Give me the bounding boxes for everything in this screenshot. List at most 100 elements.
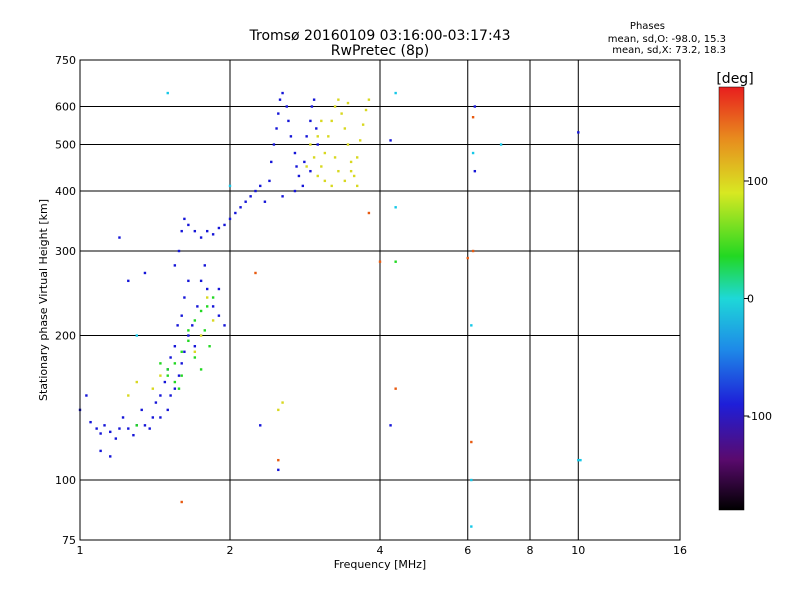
data-point [234, 211, 237, 215]
data-point [394, 91, 397, 95]
colorbar-tick-label: 100 [747, 175, 768, 188]
data-point [127, 394, 130, 397]
data-point [281, 195, 284, 198]
data-point [187, 329, 190, 332]
data-point [249, 195, 252, 198]
data-point [330, 184, 333, 188]
y-tick-labels: 75 100 200 300 400 500 600 750 [55, 54, 76, 547]
data-point [143, 424, 147, 427]
data-point [193, 319, 197, 322]
data-point [169, 394, 172, 397]
data-point [211, 319, 215, 322]
data-point [177, 387, 181, 390]
data-point [173, 345, 177, 348]
data-point [316, 174, 319, 178]
data-point [577, 458, 580, 462]
y-tick-label: 500 [55, 139, 76, 152]
data-point [205, 287, 209, 291]
x-axis-label: Frequency [MHz] [334, 558, 426, 571]
data-point [394, 387, 397, 390]
data-point [364, 108, 368, 112]
data-point [135, 380, 138, 384]
data-point [263, 200, 267, 203]
data-point [159, 374, 162, 377]
stats-x-line: mean, sd,X: 73.2, 18.3 [612, 45, 726, 56]
data-point [183, 296, 186, 299]
data-point [180, 362, 183, 365]
data-point [166, 91, 169, 95]
data-point [337, 98, 340, 101]
data-point [205, 305, 209, 308]
data-point [343, 179, 347, 183]
data-point [355, 184, 359, 188]
data-point [471, 151, 475, 155]
data-point [499, 143, 503, 146]
data-point [378, 260, 382, 263]
data-point [309, 143, 312, 146]
data-point [281, 91, 284, 95]
data-point [355, 156, 359, 159]
data-point [187, 223, 190, 227]
y-tick-label: 200 [55, 330, 76, 343]
data-point [316, 135, 319, 138]
data-point [205, 229, 209, 233]
y-axis-label: Stationary phase Virtual Height [km] [37, 199, 50, 401]
data-point [211, 296, 215, 299]
data-point [244, 200, 247, 203]
x-tick-label: 1 [77, 544, 84, 557]
data-point [148, 427, 151, 430]
data-point [135, 424, 138, 427]
data-point [199, 236, 203, 239]
data-point [367, 211, 371, 215]
data-point [259, 424, 262, 427]
colorbar-tick-label: -100 [747, 410, 772, 423]
colorbar-tick-label: 0 [747, 293, 754, 306]
data-point [159, 416, 162, 419]
data-point [277, 408, 280, 412]
data-point [268, 179, 271, 183]
data-point [277, 458, 280, 462]
data-point [217, 287, 221, 291]
data-point [254, 189, 257, 193]
data-point [346, 143, 350, 146]
data-points [78, 91, 582, 528]
data-point [203, 264, 206, 267]
data-point [85, 394, 88, 397]
data-point [135, 334, 138, 337]
data-point [272, 143, 276, 146]
y-tick-label: 300 [55, 245, 76, 258]
data-point [143, 271, 147, 275]
data-point [254, 271, 257, 275]
data-point [303, 160, 306, 164]
colorbar [718, 86, 745, 511]
data-point [180, 374, 183, 377]
x-tick-label: 10 [571, 544, 585, 557]
data-point [394, 206, 397, 209]
data-point [99, 449, 102, 453]
grid [80, 60, 680, 540]
data-point [199, 309, 203, 313]
data-point [470, 478, 473, 482]
data-point [361, 123, 365, 126]
data-point [95, 427, 98, 430]
data-point [337, 169, 340, 173]
data-point [187, 334, 190, 337]
x-tick-label: 4 [377, 544, 384, 557]
data-point [193, 350, 197, 353]
x-tick-label: 16 [673, 544, 687, 557]
y-tick-label: 750 [55, 54, 76, 67]
data-point [473, 105, 477, 108]
data-point [193, 356, 197, 359]
data-point [166, 408, 169, 412]
y-tick-label: 600 [55, 101, 76, 114]
data-point [327, 135, 330, 138]
data-point [389, 139, 392, 142]
data-point [270, 160, 273, 164]
data-point [196, 305, 199, 308]
data-point [159, 394, 162, 397]
data-point [211, 233, 215, 236]
x-tick-labels: 1 2 4 6 8 10 16 [77, 544, 688, 557]
data-point [323, 179, 327, 183]
data-point [173, 380, 177, 384]
data-point [340, 112, 343, 115]
